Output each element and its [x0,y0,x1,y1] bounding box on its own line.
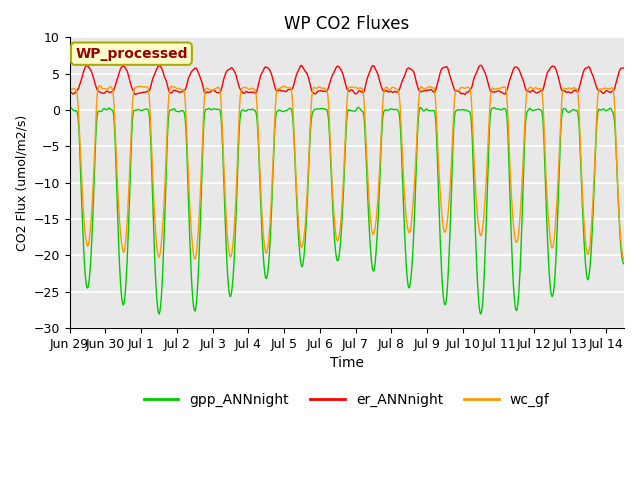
er_ANNnight [302,69,310,75]
er_ANNnight [461,92,468,97]
Line: wc_gf: wc_gf [70,86,623,259]
er_ANNnight [143,88,151,94]
Line: gpp_ANNnight: gpp_ANNnight [70,108,623,314]
gpp_ANNnight [464,108,472,114]
Line: er_ANNnight: er_ANNnight [70,65,623,95]
er_ANNnight [477,62,484,68]
er_ANNnight [464,89,472,95]
gpp_ANNnight [302,224,310,230]
wc_gf [477,233,485,239]
er_ANNnight [68,90,76,96]
wc_gf [95,83,103,89]
gpp_ANNnight [477,311,484,317]
gpp_ANNnight [143,106,151,112]
wc_gf [144,85,152,91]
gpp_ANNnight [478,307,486,312]
Y-axis label: CO2 Flux (umol/m2/s): CO2 Flux (umol/m2/s) [15,114,28,251]
X-axis label: Time: Time [330,356,364,370]
gpp_ANNnight [620,261,627,266]
wc_gf [324,91,332,96]
Title: WP CO2 Fluxes: WP CO2 Fluxes [284,15,409,33]
wc_gf [66,85,74,91]
wc_gf [620,256,627,262]
er_ANNnight [620,65,627,71]
Legend: gpp_ANNnight, er_ANNnight, wc_gf: gpp_ANNnight, er_ANNnight, wc_gf [138,387,555,412]
gpp_ANNnight [66,105,74,111]
Text: WP_processed: WP_processed [75,47,188,60]
er_ANNnight [478,63,486,69]
er_ANNnight [66,89,74,95]
wc_gf [68,86,76,92]
gpp_ANNnight [355,105,362,110]
gpp_ANNnight [68,106,76,111]
gpp_ANNnight [323,107,331,113]
er_ANNnight [323,88,331,94]
wc_gf [303,197,310,203]
wc_gf [464,84,472,90]
